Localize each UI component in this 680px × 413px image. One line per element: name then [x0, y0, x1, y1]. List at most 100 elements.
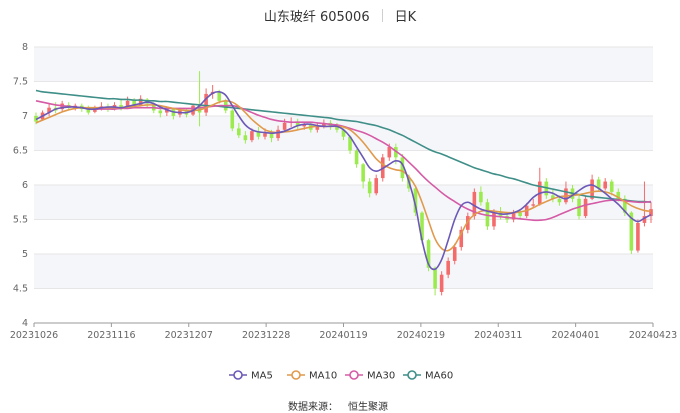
candle-body: [315, 125, 320, 130]
legend-item-ma60[interactable]: MA60: [403, 370, 453, 382]
candle-body: [394, 147, 398, 158]
candle-body: [551, 195, 555, 199]
candle: [47, 103, 51, 116]
y-tick-label: 8: [22, 42, 28, 53]
candle-body: [472, 191, 477, 217]
legend-label: MA30: [367, 371, 395, 382]
chart-title: 山东玻纤 605006: [263, 9, 370, 25]
candle: [230, 109, 235, 132]
candle: [590, 174, 594, 201]
candle-body: [629, 212, 634, 251]
candle: [413, 186, 418, 217]
candle: [446, 257, 450, 279]
legend-swatch-marker: [291, 370, 301, 380]
legend-label: MA5: [251, 371, 273, 382]
candle: [479, 186, 483, 206]
candle-body: [531, 204, 536, 206]
legend-item-ma30[interactable]: MA30: [345, 370, 395, 382]
candle: [439, 271, 444, 296]
candle-body: [623, 198, 627, 213]
candle-body: [609, 181, 614, 192]
candle-body: [341, 129, 346, 137]
candle-body: [426, 240, 431, 268]
candle: [551, 188, 555, 203]
legend-label: MA60: [425, 371, 453, 382]
candle: [374, 174, 379, 196]
y-tick-label: 4: [22, 318, 28, 329]
candle: [295, 118, 300, 130]
candle-body: [47, 107, 51, 113]
candle-body: [165, 109, 169, 113]
candle: [623, 195, 627, 217]
y-tick-label: 4.5: [13, 284, 28, 295]
candle-body: [420, 212, 424, 241]
candle: [256, 127, 261, 140]
candle-body: [583, 198, 588, 217]
legend-item-ma10[interactable]: MA10: [287, 370, 337, 382]
x-tick-label: 20231207: [165, 330, 213, 341]
period-tab[interactable]: 日K: [394, 9, 417, 25]
candle-body: [158, 110, 163, 114]
candle-body: [138, 98, 143, 105]
candle: [583, 195, 588, 219]
chart-title-bar: 山东玻纤 605006 日K: [0, 5, 680, 25]
candle: [348, 135, 352, 154]
candle-body: [302, 124, 307, 127]
candle-body: [269, 133, 274, 139]
y-tick-label: 5: [22, 249, 28, 260]
candle-body: [439, 274, 444, 292]
y-tick-label: 7: [22, 111, 28, 122]
candle-body: [642, 216, 647, 223]
candle-body: [433, 267, 437, 289]
x-tick-label: 20240219: [397, 330, 445, 341]
candle: [485, 198, 490, 230]
candle: [158, 109, 163, 118]
legend: MA5 MA10 MA30 MA60: [229, 370, 453, 382]
x-tick-label: 20240311: [474, 330, 522, 341]
candle: [531, 198, 536, 209]
candle: [250, 128, 254, 143]
candle: [603, 178, 608, 191]
series-line-ma60: [35, 89, 652, 204]
candle: [636, 219, 640, 253]
candle-body: [348, 136, 352, 151]
source-note: 数据来源： 恒生聚源: [288, 400, 388, 413]
x-tick-label: 20240119: [319, 330, 367, 341]
candle: [459, 226, 464, 251]
x-tick-label: 20240401: [551, 330, 599, 341]
candle: [53, 102, 58, 114]
y-tick-label: 5.5: [13, 215, 28, 226]
source-label: 数据来源：: [288, 400, 338, 413]
candle-body: [335, 126, 339, 130]
candle-body: [590, 179, 594, 199]
legend-item-ma5[interactable]: MA5: [229, 370, 273, 382]
candle-body: [603, 181, 608, 189]
candle-body: [354, 150, 359, 165]
title-separator: [381, 8, 383, 22]
candle-body: [557, 198, 562, 203]
candle-body: [204, 93, 208, 113]
candle-body: [230, 110, 235, 129]
candle: [354, 149, 359, 168]
candle-body: [485, 202, 490, 227]
x-tick-label: 20231116: [87, 330, 135, 341]
x-tick-label: 20240423: [629, 330, 677, 341]
y-tick-label: 7.5: [13, 77, 28, 88]
y-axis: 4 4.5 5 5.5 6 6.5 7 7.5 8: [13, 42, 28, 329]
candle-body: [446, 260, 450, 275]
candle-body: [400, 157, 405, 179]
candle-body: [518, 212, 522, 217]
series-line-ma5: [35, 90, 652, 271]
candle-body: [263, 133, 267, 137]
candle-body: [649, 209, 653, 217]
candle: [361, 162, 365, 189]
moving-average-lines: [35, 89, 652, 271]
candle-body: [250, 131, 254, 141]
candle: [433, 266, 437, 296]
candle: [400, 153, 405, 182]
candle-body: [237, 128, 241, 136]
candle-body: [243, 135, 248, 141]
legend-swatch-marker: [407, 370, 417, 380]
y-tick-label: 6.5: [13, 146, 28, 157]
series-line-ma10: [35, 100, 652, 252]
